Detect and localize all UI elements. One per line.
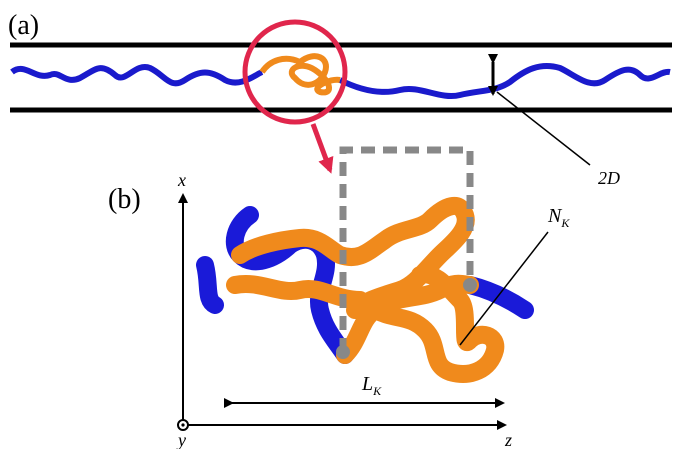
width-label: 2D [598,168,620,188]
subscript: K [372,384,382,398]
length-label: LK [361,373,382,398]
subscript: K [560,216,570,230]
leader-line [497,92,590,165]
knot [235,206,495,374]
symbol: L [361,373,373,395]
panel-label: (b) [108,184,141,215]
y-axis-dot [181,423,184,426]
axis-label: y [176,430,186,449]
size-label: NK [547,205,570,230]
figure: (a) 2D (b) x y z LK NK [0,0,684,449]
knot-end [463,278,477,292]
axis-label: z [504,430,512,449]
axis-label: x [177,170,186,190]
knot-end [336,345,350,359]
zoom-arrow [313,124,330,170]
knot [262,56,340,92]
panel-label: (a) [8,10,39,41]
